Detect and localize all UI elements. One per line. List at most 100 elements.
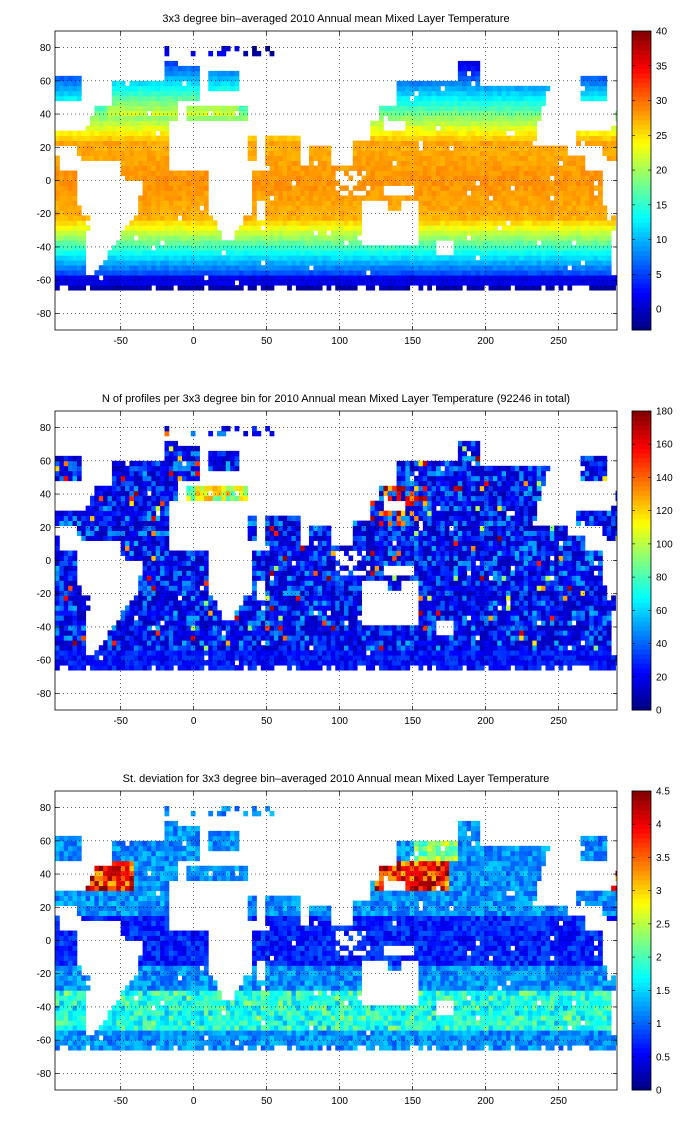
heatmap-cell — [584, 190, 590, 196]
heatmap-cell — [76, 130, 82, 137]
heatmap-cell — [602, 230, 608, 236]
heatmap-cell — [519, 85, 524, 92]
heatmap-cell — [72, 170, 78, 176]
heatmap-cell — [199, 285, 205, 291]
heatmap-cell — [598, 180, 603, 186]
heatmap-cell — [405, 145, 411, 151]
heatmap-cell — [63, 650, 69, 656]
heatmap-cell — [212, 85, 218, 92]
heatmap-cell — [545, 280, 551, 286]
heatmap-cell — [387, 140, 393, 147]
heatmap-cell — [142, 480, 148, 487]
heatmap-cell — [186, 455, 192, 462]
heatmap-cell — [212, 235, 218, 241]
heatmap-cell — [519, 165, 524, 171]
heatmap-cell — [182, 260, 187, 266]
heatmap-cell — [116, 490, 122, 497]
heatmap-cell — [308, 210, 314, 216]
heatmap-cell — [151, 195, 157, 201]
heatmap-cell — [335, 220, 341, 226]
heatmap-cell — [414, 250, 419, 256]
heatmap-cell — [440, 130, 446, 137]
heatmap-cell — [76, 640, 82, 646]
heatmap-cell — [300, 200, 306, 206]
heatmap-cell — [212, 230, 218, 236]
heatmap-cell — [138, 85, 143, 92]
panel-profile-count: N of profiles per 3x3 degree bin for 201… — [0, 380, 696, 760]
heatmap-cell — [357, 220, 362, 226]
heatmap-cell — [427, 260, 433, 266]
heatmap-cell — [168, 220, 174, 226]
heatmap-cell — [68, 660, 73, 666]
heatmap-cell — [562, 210, 568, 216]
heatmap-cell — [94, 135, 100, 142]
heatmap-cell — [234, 80, 240, 87]
heatmap-cell — [256, 265, 262, 271]
heatmap-cell — [168, 195, 174, 201]
heatmap-cell — [322, 235, 327, 241]
heatmap-cell — [107, 490, 113, 497]
heatmap-cell — [453, 245, 459, 251]
heatmap-cell — [593, 185, 599, 191]
heatmap-cell — [278, 235, 284, 241]
heatmap-cell — [536, 275, 542, 281]
heatmap-cell — [352, 155, 358, 161]
heatmap-cell — [418, 105, 424, 112]
heatmap-cell — [545, 265, 551, 271]
heatmap-cell — [536, 215, 542, 221]
heatmap-cell — [414, 270, 419, 276]
heatmap-cell — [602, 95, 608, 102]
heatmap-cell — [365, 165, 371, 171]
colorbar-tick-label: 20 — [656, 166, 668, 177]
heatmap-cell — [484, 245, 489, 251]
heatmap-cell — [593, 140, 599, 147]
heatmap-cell — [138, 645, 143, 651]
heatmap-cell — [85, 520, 91, 527]
heatmap-cell — [449, 210, 454, 216]
heatmap-cell — [59, 95, 65, 102]
heatmap-cell — [488, 140, 494, 147]
heatmap-cell — [584, 140, 590, 147]
heatmap-cell — [129, 660, 135, 666]
heatmap-cell — [562, 150, 568, 156]
heatmap-cell — [457, 255, 463, 261]
heatmap-cell — [479, 235, 485, 241]
heatmap-cell — [81, 250, 87, 256]
heatmap-cell — [151, 545, 157, 551]
heatmap-cell — [414, 245, 419, 251]
heatmap-cell — [431, 160, 437, 166]
heatmap-cell — [589, 140, 595, 147]
heatmap-cell — [146, 495, 152, 502]
heatmap-cell — [111, 650, 117, 656]
heatmap-cell — [361, 150, 367, 156]
heatmap-cell — [431, 120, 437, 127]
heatmap-cell — [177, 185, 183, 191]
heatmap-cell — [479, 105, 485, 112]
heatmap-cell — [98, 520, 104, 527]
heatmap-cell — [361, 245, 367, 251]
heatmap-cell — [138, 100, 143, 107]
heatmap-cell — [76, 595, 82, 601]
heatmap-cell — [151, 165, 157, 171]
heatmap-cell — [396, 145, 402, 151]
heatmap-cell — [427, 110, 433, 117]
heatmap-cell — [129, 485, 135, 492]
heatmap-cell — [186, 85, 192, 92]
heatmap-cell — [357, 275, 362, 281]
heatmap-cell — [111, 495, 117, 502]
heatmap-cell — [295, 140, 301, 147]
heatmap-cell — [146, 95, 152, 102]
heatmap-cell — [506, 250, 511, 256]
heatmap-cell — [63, 575, 69, 581]
heatmap-cell — [72, 645, 78, 651]
heatmap-cell — [63, 635, 69, 641]
heatmap-cell — [357, 185, 362, 191]
heatmap-cell — [326, 180, 332, 186]
colorbar-segment — [632, 54, 651, 60]
heatmap-cell — [55, 535, 60, 541]
heatmap-cell — [160, 550, 165, 556]
heatmap-cell — [422, 105, 428, 112]
heatmap-cell — [173, 275, 179, 281]
heatmap-cell — [444, 115, 450, 122]
heatmap-cell — [466, 185, 472, 191]
